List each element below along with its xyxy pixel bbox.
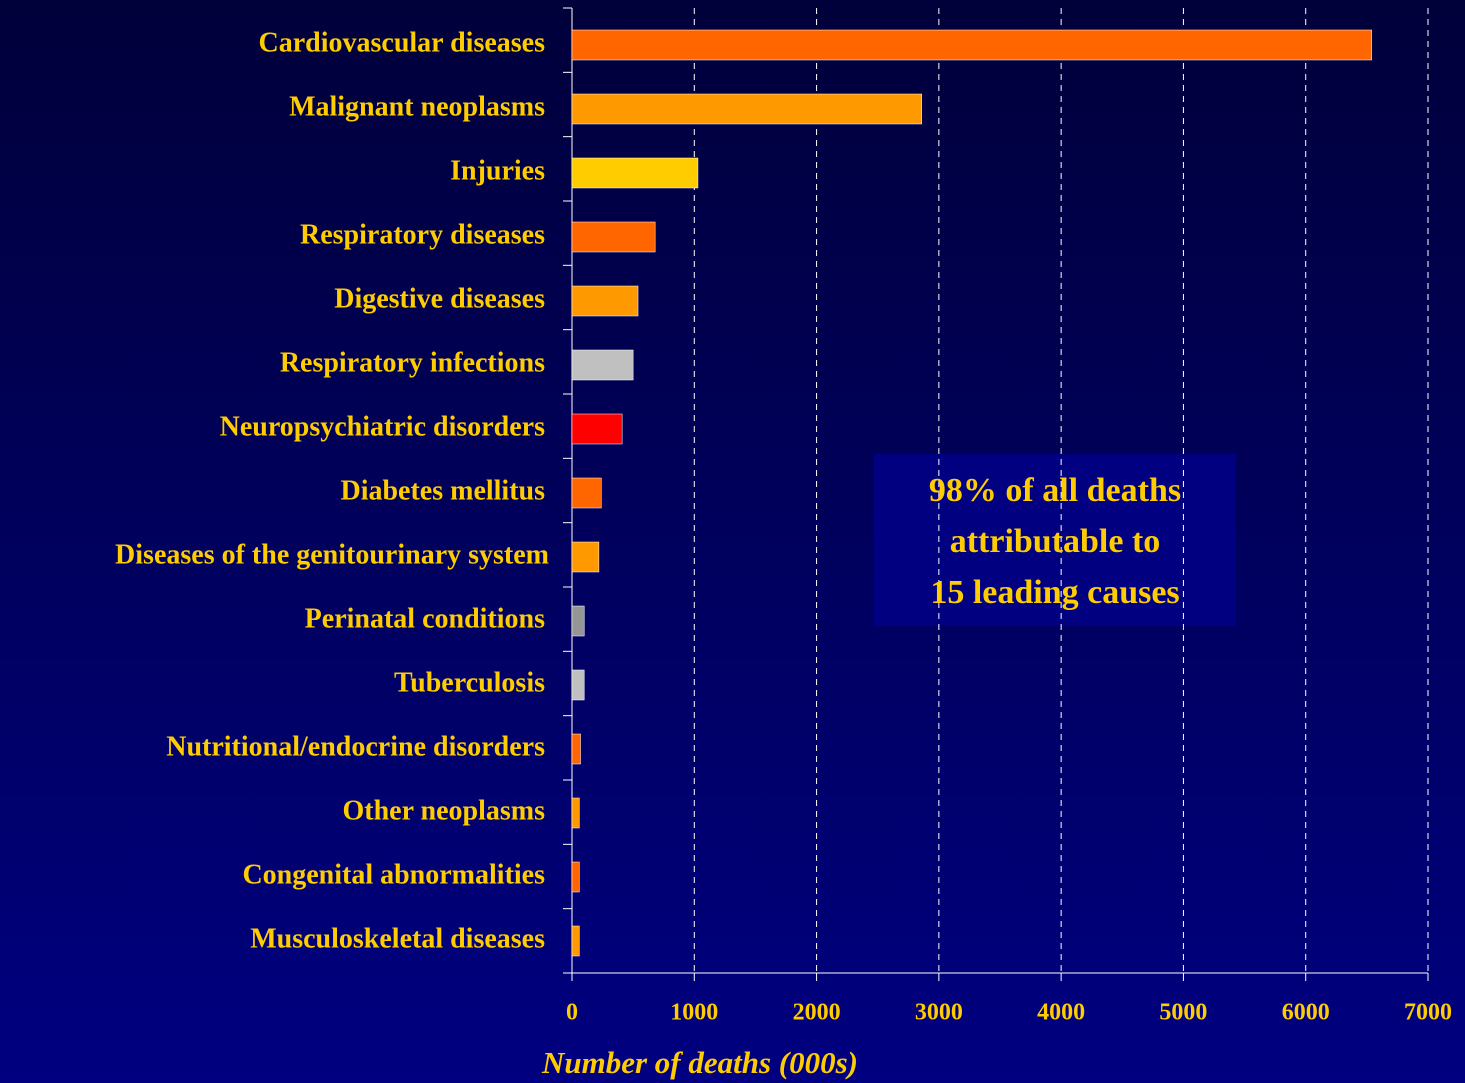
bar <box>571 605 585 637</box>
x-tick-label: 3000 <box>915 1000 963 1026</box>
y-tick-label: Respiratory diseases <box>300 219 545 250</box>
bar <box>571 157 699 189</box>
bar <box>571 477 602 509</box>
x-axis-title: Number of deaths (000s) <box>541 1045 858 1080</box>
y-tick-label: Respiratory infections <box>280 347 545 378</box>
bar <box>571 925 580 957</box>
bar <box>571 669 585 701</box>
x-tick-label: 4000 <box>1037 1000 1085 1026</box>
x-tick-label: 5000 <box>1159 1000 1207 1026</box>
bar <box>571 93 922 125</box>
y-tick-label: Congenital abnormalities <box>242 859 545 890</box>
y-tick-label: Perinatal conditions <box>305 603 545 634</box>
x-tick-label: 7000 <box>1404 1000 1452 1026</box>
x-tick-label: 2000 <box>793 1000 841 1026</box>
y-tick-label: Diabetes mellitus <box>340 475 545 506</box>
y-tick-label: Malignant neoplasms <box>289 91 545 122</box>
bar <box>571 349 634 381</box>
annotation-text: attributable to <box>950 523 1161 560</box>
y-tick-label: Digestive diseases <box>334 283 545 314</box>
x-tick-label: 0 <box>566 1000 578 1026</box>
bar <box>571 413 623 445</box>
y-tick-label: Diseases of the genitourinary system <box>115 539 549 570</box>
annotation-text: 98% of all deaths <box>929 472 1181 509</box>
y-tick-label: Other neoplasms <box>343 795 546 826</box>
y-tick-label: Cardiovascular diseases <box>259 27 546 58</box>
bar <box>571 29 1372 61</box>
annotation-text: 15 leading causes <box>930 574 1179 611</box>
bar <box>571 285 639 317</box>
y-tick-label: Tuberculosis <box>394 667 545 698</box>
bar <box>571 797 580 829</box>
bar <box>571 221 656 253</box>
y-tick-label: Musculoskeletal diseases <box>250 923 545 954</box>
y-tick-label: Injuries <box>450 155 545 186</box>
bar <box>571 733 581 765</box>
y-tick-label: Nutritional/endocrine disorders <box>166 731 545 762</box>
y-tick-label: Neuropsychiatric disorders <box>220 411 545 442</box>
x-tick-label: 6000 <box>1282 1000 1330 1026</box>
bar <box>571 861 580 893</box>
annotation-box <box>874 454 1236 626</box>
x-tick-label: 1000 <box>670 1000 718 1026</box>
bar <box>571 541 600 573</box>
